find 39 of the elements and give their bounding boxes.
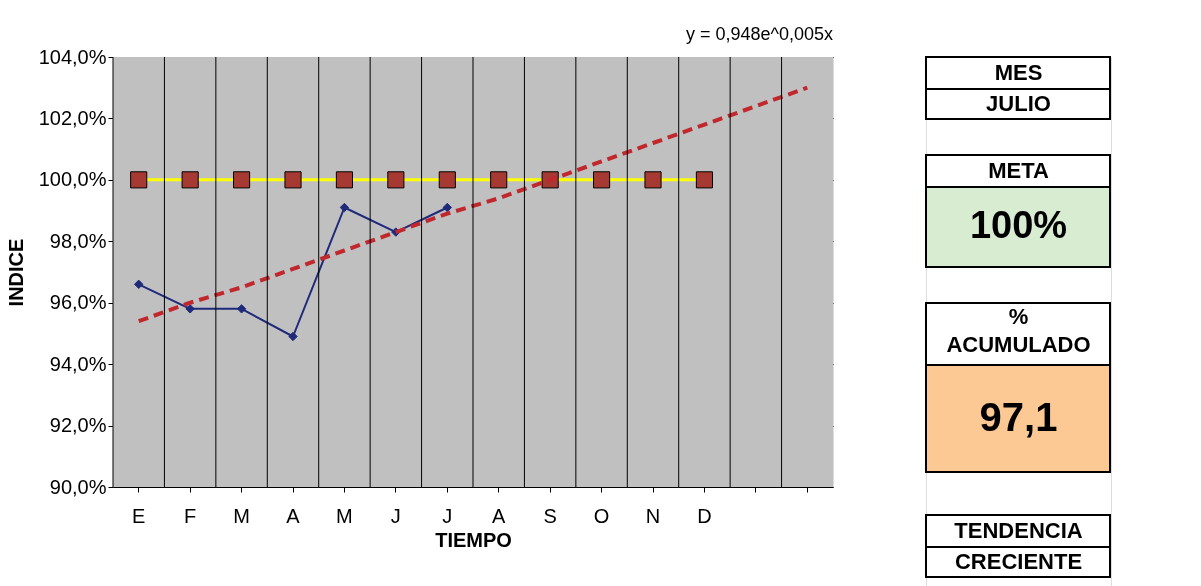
line-series (136, 85, 810, 324)
y-tick-label: 90,0% (49, 475, 107, 498)
x-tick-label: M (233, 504, 250, 527)
y-tick-label: 102,0% (38, 106, 107, 129)
y-tick-label: 96,0% (49, 291, 107, 314)
point (339, 202, 350, 213)
point (134, 279, 144, 289)
point (442, 202, 452, 213)
text: % (1008, 304, 1029, 329)
x-tick-label: A (492, 504, 507, 527)
text: TENDENCIA (954, 518, 1083, 543)
y-tick-label: 94,0% (49, 352, 107, 375)
y-tick-label: 104,0% (38, 45, 107, 68)
text: y = 0,948e^0,005x (685, 24, 833, 44)
text: 100% (969, 204, 1068, 246)
x-axis-title: TIEMPO (435, 528, 512, 551)
y-tick-label: 100,0% (38, 168, 107, 191)
x-tick-label: J (390, 504, 401, 527)
x-tick-label: A (286, 504, 301, 527)
x-tick-label: N (645, 504, 661, 527)
x-tick-label: D (697, 504, 712, 527)
text: 97,1 (979, 395, 1058, 439)
x-tick-label: O (593, 504, 610, 527)
text: JULIO (986, 91, 1051, 116)
point (288, 331, 298, 342)
y-axis-title: INDICE (4, 238, 27, 307)
text: CRECIENTE (954, 549, 1083, 574)
text: MES (994, 60, 1043, 85)
text: ACUMULADO (946, 332, 1091, 357)
y-tick-label: 92,0% (49, 414, 107, 437)
x-tick-label: J (442, 504, 453, 527)
point (236, 304, 247, 314)
text: META (988, 158, 1049, 183)
x-tick-label: M (336, 504, 353, 527)
x-tick-label: E (132, 504, 146, 527)
point (185, 304, 195, 314)
x-tick-label: S (543, 504, 557, 527)
y-tick-label: 98,0% (49, 229, 107, 252)
x-tick-label: F (184, 504, 197, 527)
